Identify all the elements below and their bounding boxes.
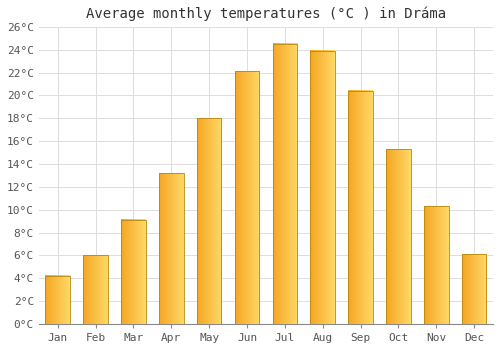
Bar [348, 91, 373, 324]
Bar [121, 220, 146, 324]
Bar [159, 173, 184, 324]
Title: Average monthly temperatures (°C ) in Dráma: Average monthly temperatures (°C ) in Dr… [86, 7, 446, 21]
Bar [424, 206, 448, 324]
Bar [462, 254, 486, 324]
Bar [234, 71, 260, 324]
Bar [197, 118, 222, 324]
Bar [272, 44, 297, 324]
Bar [84, 256, 108, 324]
Bar [310, 51, 335, 324]
Bar [46, 276, 70, 324]
Bar [386, 149, 410, 324]
